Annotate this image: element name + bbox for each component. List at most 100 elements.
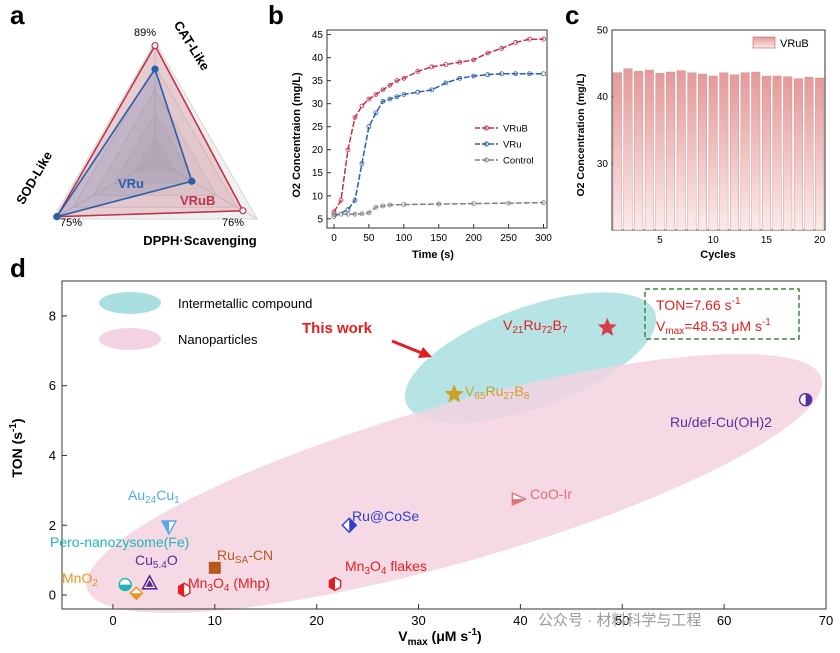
line-legend-label: VRuB [503, 124, 528, 135]
scatter-x-tick-label: 40 [513, 613, 527, 628]
scatter-legend: Intermetallic compound Nanoparticles [99, 292, 312, 350]
line-point-vrub [366, 96, 372, 102]
scatter-y-tick-label: 8 [49, 308, 56, 323]
scatter-region-nanoparticles [86, 353, 823, 613]
line-point-vru [457, 75, 463, 81]
line-point-vru [471, 73, 477, 79]
radar-polygon-vrub [55, 43, 245, 218]
label-cu54o: Cu5.4O [135, 552, 178, 571]
line-y-tick-label: 40 [312, 53, 324, 64]
line-point-control [401, 202, 407, 207]
scatter-point-v21ru72b7 [597, 317, 617, 336]
scatter-point-v65ru27b8 [444, 384, 464, 403]
line-point-control [387, 202, 393, 208]
scatter-legend-label: Intermetallic compound [178, 296, 312, 311]
radar-chart: CAT-Like DPPH·Scavenging SOD-Like 89% 76… [13, 18, 258, 248]
bar-cycle-9 [698, 73, 707, 231]
label-au24cu1: Au24Cu1 [128, 487, 180, 506]
line-point-vrub [380, 87, 386, 93]
radar-point-vrub [151, 41, 159, 50]
scatter-point-mn3o4-flakes [328, 576, 342, 592]
bar-cycle-17 [783, 76, 793, 231]
line-y-label: O2 Concentraion (mg/L) [291, 72, 303, 198]
line-point-vru [401, 92, 407, 97]
bar-cycle-15 [761, 75, 771, 231]
bar-cycle-20 [815, 77, 825, 231]
line-series-vrub [333, 38, 544, 213]
radar-point-vru [188, 177, 196, 185]
line-point-vru [366, 124, 372, 130]
line-series-control [333, 201, 544, 215]
bar-cycle-3 [634, 71, 644, 231]
line-point-vrub [443, 62, 449, 67]
line-point-vrub [513, 40, 518, 45]
bar-x-tick-label: 20 [814, 235, 826, 246]
line-plot-frame [326, 29, 548, 229]
panel-c-letter: c [565, 0, 580, 30]
line-point-vru [513, 71, 518, 77]
bar-x-tick-label: 15 [761, 235, 773, 246]
line-x-tick-label: 100 [395, 233, 412, 244]
line-point-vrub [541, 36, 546, 42]
scatter-point-ru-def-cu-oh-2 [798, 392, 813, 407]
label-ru-cose: Ru@CoSe [352, 508, 419, 524]
bar-legend-swatch [752, 36, 776, 49]
vmax-value: Vmax=48.53 μM s-1 [656, 317, 771, 337]
line-point-vrub [345, 147, 351, 153]
scatter-chart: 0 10 20 30 40 50 60 70 0 2 4 6 8 Intermetallic compo… [8, 280, 833, 648]
line-point-vru [373, 110, 379, 116]
line-point-vru [352, 197, 358, 203]
ton-vmax-box [644, 288, 800, 340]
line-point-control [380, 203, 386, 209]
line-legend-label: VRu [503, 140, 521, 151]
scatter-y-tick-label: 0 [49, 588, 56, 603]
line-point-vru [485, 72, 491, 78]
line-point-control [471, 201, 477, 206]
line-y-tick-label: 5 [317, 214, 323, 225]
line-point-vru [359, 161, 365, 166]
line-point-control [366, 210, 372, 216]
line-point-vru [380, 98, 386, 104]
line-x-tick-label: 300 [535, 233, 552, 244]
bar-cycle-13 [740, 72, 750, 231]
scatter-x-label: Vmax (μM s-1) [398, 627, 481, 648]
scatter-axes: 0 10 20 30 40 50 60 70 0 2 4 6 8 [49, 280, 833, 628]
line-x-tick-label: 150 [430, 233, 447, 244]
line-legend-label: Control [503, 156, 534, 167]
bar-y-label: O2 Concentration (mg/L) [575, 73, 587, 196]
line-point-vrub [527, 36, 532, 42]
line-point-vrub [429, 64, 435, 70]
line-point-control [373, 204, 379, 210]
scatter-y-tick-label: 4 [49, 448, 56, 463]
scatter-plot-frame [61, 280, 827, 610]
scatter-point-cu5-4o [141, 574, 158, 590]
bar-x-tick-label: 10 [708, 235, 720, 246]
scatter-region-intermetallic [404, 292, 657, 424]
radar-axis-label-cat: CAT-Like [171, 18, 213, 73]
scatter-y-label: TON (s-1) [8, 418, 25, 477]
bar-cycle-1 [612, 72, 622, 231]
bar-chart: 30 40 50 5 10 15 20 VRuB Cycles O2 Concentrati… [575, 26, 826, 262]
scatter-legend-swatch [99, 292, 161, 314]
line-point-vrub [499, 46, 505, 51]
scatter-point-ru-sa-cn [208, 561, 221, 574]
scatter-x-tick-label: 0 [109, 613, 116, 628]
bar-cycle-7 [676, 70, 686, 231]
line-point-control [436, 201, 442, 207]
bar-plot-frame [611, 29, 826, 231]
scatter-x-tick-label: 50 [615, 613, 629, 628]
bar-cycle-5 [655, 73, 665, 231]
scatter-y-tick-label: 2 [49, 518, 56, 533]
line-axes: 0 50 100 150 200 250 300 5 10 15 20 25 30 35 40 45 [312, 29, 552, 244]
bar-cycle-14 [751, 71, 761, 231]
line-point-control [331, 211, 337, 217]
line-x-label: Time (s) [412, 249, 454, 261]
line-point-vrub [457, 59, 463, 65]
line-point-vru [345, 207, 351, 212]
line-point-vru [443, 80, 449, 86]
this-work-label: This work [302, 320, 373, 337]
radar-max-label-dpph: 76% [222, 217, 244, 229]
line-y-tick-label: 35 [312, 76, 324, 87]
line-point-vrub [352, 115, 358, 120]
line-point-control [541, 200, 546, 206]
